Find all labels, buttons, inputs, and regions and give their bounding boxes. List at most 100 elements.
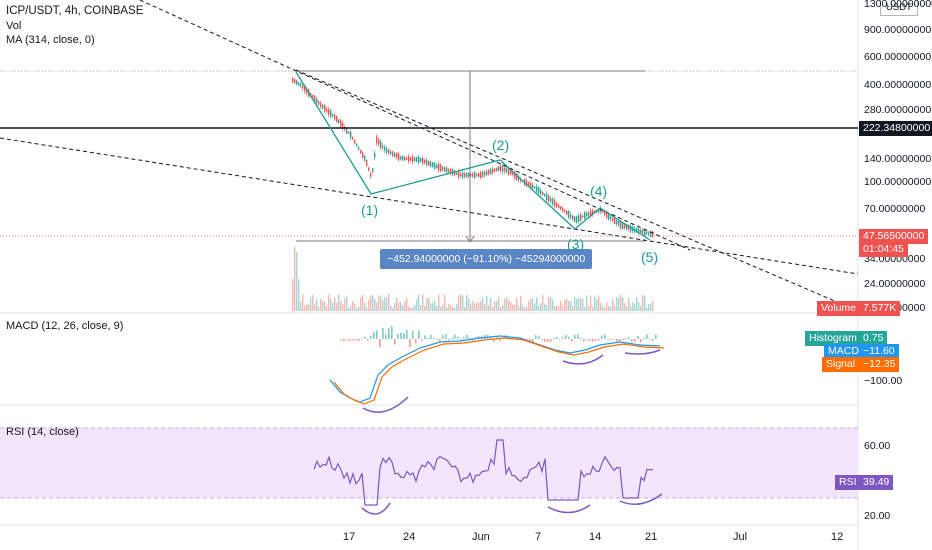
macd-title[interactable]: MACD (12, 26, close, 9) xyxy=(6,320,124,332)
rsi-divergence-arc-3 xyxy=(619,493,663,505)
volume-bar xyxy=(604,307,606,311)
volume-bar xyxy=(462,295,464,311)
price-tick: 100.00000000 xyxy=(864,176,932,188)
candle-body xyxy=(534,186,536,189)
candle-body xyxy=(394,152,396,158)
volume-bar xyxy=(292,278,294,311)
volume-bar xyxy=(496,301,498,311)
currency-label[interactable]: USDT xyxy=(880,0,918,16)
macd-histogram-bar xyxy=(589,339,591,341)
candle-body xyxy=(512,172,514,175)
volume-bar xyxy=(600,303,602,311)
volume-bar xyxy=(440,306,442,311)
macd-histogram-bar xyxy=(565,334,567,339)
candle-body xyxy=(400,156,402,160)
time-tick: 7 xyxy=(535,531,542,543)
vol-legend[interactable]: Vol xyxy=(6,20,22,32)
volume-bar xyxy=(498,296,500,311)
macd-histogram-bar xyxy=(442,335,444,339)
volume-bar xyxy=(362,294,364,311)
volume-bar xyxy=(478,302,480,311)
signal-badge-label: Signal xyxy=(822,357,860,372)
volume-bar xyxy=(364,302,366,311)
candle-body xyxy=(484,171,486,176)
volume-bar xyxy=(472,300,474,311)
volume-bar xyxy=(580,298,582,311)
candle-body xyxy=(510,169,512,175)
candle-body xyxy=(324,105,326,112)
lower-trendline xyxy=(0,137,859,275)
candle-body xyxy=(538,187,540,194)
volume-bar xyxy=(546,305,548,311)
symbol-title[interactable]: ICP/USDT, 4h, COINBASE xyxy=(6,5,144,17)
wave-label-5[interactable]: (5) xyxy=(641,249,659,265)
volume-bar xyxy=(314,304,316,311)
candle-body xyxy=(532,184,534,189)
volume-bar xyxy=(584,307,586,311)
candlesticks xyxy=(292,77,654,239)
candle-body xyxy=(638,228,640,233)
candle-body xyxy=(496,167,498,172)
volume-bar xyxy=(486,295,488,311)
volume-bar xyxy=(310,297,312,311)
candle-body xyxy=(582,215,584,218)
volume-bar xyxy=(316,298,318,311)
volume-bar xyxy=(582,299,584,311)
volume-bar xyxy=(474,303,476,311)
volume-bar xyxy=(510,301,512,311)
ma-legend[interactable]: MA (314, close, 0) xyxy=(6,34,95,46)
candle-body xyxy=(412,156,414,163)
candle-body xyxy=(504,167,506,172)
rsi-title[interactable]: RSI (14, close) xyxy=(6,426,79,438)
macd-histogram-bar xyxy=(574,334,576,339)
volume-bar xyxy=(526,306,528,311)
candle-body xyxy=(426,159,428,165)
volume-bar xyxy=(332,302,334,311)
candle-body xyxy=(414,157,416,162)
volume-bar xyxy=(514,304,516,311)
candle-body xyxy=(550,198,552,202)
volume-bar xyxy=(304,305,306,311)
volume-bar xyxy=(356,307,358,311)
price-tick: 600.00000000 xyxy=(864,51,932,63)
measure-tool-label[interactable]: −452.94000000 (−91.10%) −45294000000 xyxy=(380,249,593,269)
volume-bar xyxy=(334,297,336,311)
candle-body xyxy=(360,149,362,154)
candle-body xyxy=(566,210,568,216)
candle-body xyxy=(494,168,496,172)
macd-histogram-bar xyxy=(631,339,633,342)
candle-body xyxy=(468,173,470,177)
volume-bar xyxy=(620,294,622,311)
volume-bar xyxy=(354,303,356,311)
wave-label-3[interactable]: (3) xyxy=(567,236,585,252)
macd-histogram-bar xyxy=(439,339,441,342)
candle-body xyxy=(518,176,520,181)
volume-bar xyxy=(638,302,640,311)
time-tick: Jul xyxy=(733,531,748,543)
volume-bar xyxy=(318,306,320,311)
macd-histogram-bar xyxy=(637,336,639,339)
volume-bar xyxy=(330,299,332,311)
volume-bar xyxy=(302,294,304,311)
macd-histogram-bar xyxy=(346,339,348,341)
volume-bar xyxy=(608,305,610,311)
candle-body xyxy=(378,139,380,145)
volume-bar xyxy=(534,303,536,311)
volume-bar xyxy=(396,297,398,311)
macd-axis-tick: −100.00 xyxy=(864,375,903,387)
candle-body xyxy=(364,155,366,161)
volume-bar xyxy=(336,302,338,311)
candle-body xyxy=(368,167,370,171)
wave-label-4[interactable]: (4) xyxy=(590,183,608,199)
volume-bar xyxy=(426,298,428,311)
rsi-badge-label: RSI xyxy=(835,475,861,490)
candle-body xyxy=(300,83,302,87)
volume-bar xyxy=(432,302,434,311)
volume-bar xyxy=(636,297,638,311)
wave-label-2[interactable]: (2) xyxy=(492,137,510,153)
volume-bar xyxy=(384,297,386,311)
wave-label-1[interactable]: (1) xyxy=(361,202,379,218)
candle-body xyxy=(352,137,354,140)
volume-bar xyxy=(578,297,580,311)
